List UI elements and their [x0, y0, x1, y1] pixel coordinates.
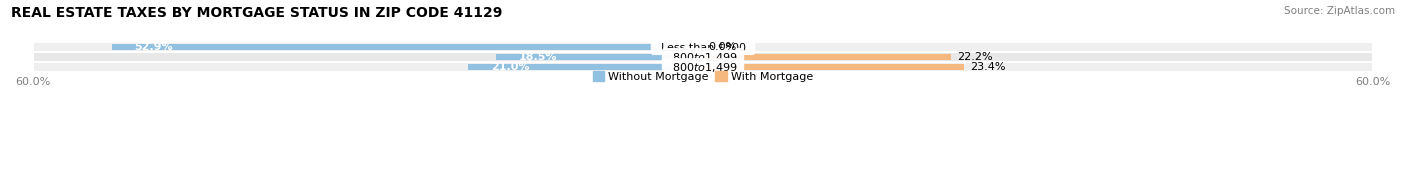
- Text: 23.4%: 23.4%: [970, 62, 1005, 72]
- Text: 52.9%: 52.9%: [135, 42, 173, 52]
- Text: Source: ZipAtlas.com: Source: ZipAtlas.com: [1284, 6, 1395, 16]
- Text: $800 to $1,499: $800 to $1,499: [665, 51, 741, 64]
- Text: 18.5%: 18.5%: [519, 52, 557, 62]
- Legend: Without Mortgage, With Mortgage: Without Mortgage, With Mortgage: [588, 67, 818, 86]
- Bar: [112, 44, 703, 51]
- Bar: [32, 42, 1374, 52]
- Bar: [468, 64, 703, 70]
- Bar: [32, 62, 1374, 72]
- Bar: [32, 52, 1374, 62]
- Text: 0.0%: 0.0%: [709, 42, 737, 52]
- Text: REAL ESTATE TAXES BY MORTGAGE STATUS IN ZIP CODE 41129: REAL ESTATE TAXES BY MORTGAGE STATUS IN …: [11, 6, 502, 20]
- Bar: [703, 64, 965, 70]
- Text: 22.2%: 22.2%: [956, 52, 993, 62]
- Text: Less than $800: Less than $800: [654, 42, 752, 52]
- Bar: [496, 54, 703, 60]
- Text: 21.0%: 21.0%: [491, 62, 529, 72]
- Text: $800 to $1,499: $800 to $1,499: [665, 61, 741, 74]
- Bar: [703, 54, 950, 60]
